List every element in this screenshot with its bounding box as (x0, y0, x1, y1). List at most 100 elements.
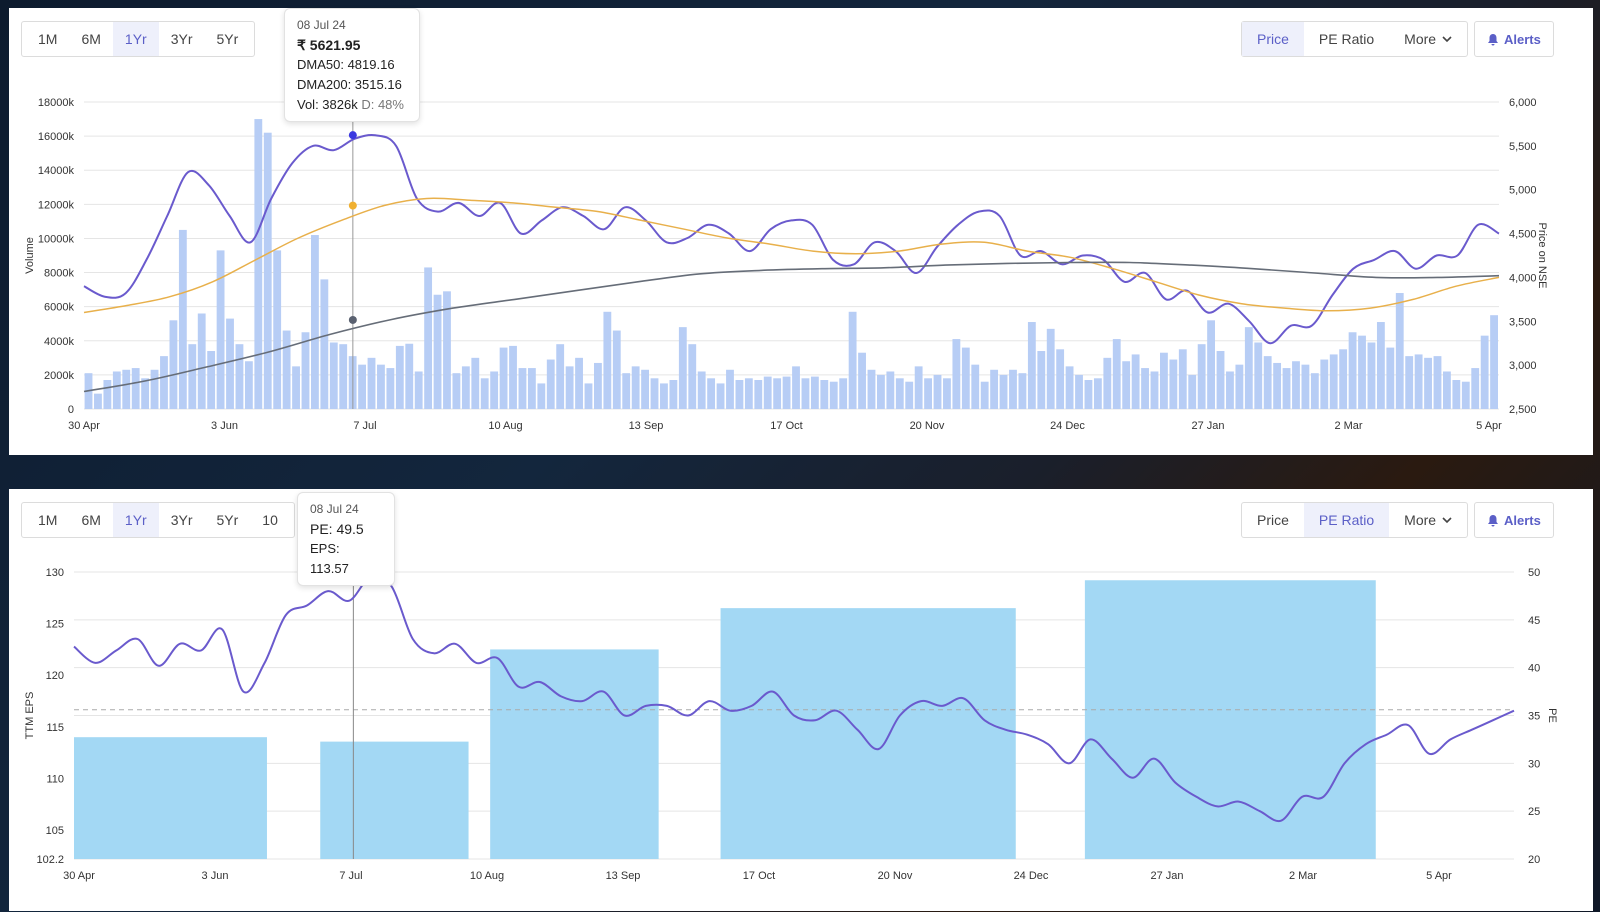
range-6m[interactable]: 6M (81, 512, 101, 528)
y-right-tick-label: 3,500 (1509, 316, 1537, 328)
pe-ratio-tab[interactable]: PE Ratio (1318, 31, 1375, 47)
volume-bar (1122, 361, 1131, 409)
eps-bar (320, 741, 469, 859)
price-tab[interactable]: Price (1242, 22, 1304, 56)
more-dropdown[interactable]: More (1389, 503, 1467, 537)
volume-bar (405, 343, 414, 409)
pe-chart[interactable]: 20 25 30 35 40 45 50 102.2 105 110 115 120 125 130 30 … (9, 489, 1593, 911)
alerts-label: Alerts (1504, 512, 1541, 528)
volume-bar (1367, 342, 1376, 409)
volume-bar (207, 351, 216, 409)
x-tick-label: 24 Dec (1050, 420, 1085, 432)
volume-bar (490, 371, 499, 409)
range-5yr[interactable]: 5Yr (216, 31, 239, 47)
volume-bar (339, 344, 348, 409)
volume-bar (707, 378, 716, 409)
volume-bar (1065, 366, 1074, 409)
y-left-tick-label: 8000k (44, 268, 74, 280)
volume-bar (1112, 339, 1121, 409)
range-5yr[interactable]: 5Yr (216, 512, 239, 528)
volume-bar (1150, 371, 1159, 409)
volume-bar (141, 378, 150, 409)
chevron-down-icon (1442, 517, 1452, 524)
volume-bar (395, 345, 404, 409)
pe-tooltip: 08 Jul 24 PE: 49.5 EPS: 113.57 (297, 492, 395, 586)
volume-bar (726, 369, 734, 409)
x-tick-label: 3 Jun (202, 870, 229, 882)
range-6m[interactable]: 6M (81, 31, 101, 47)
eps-bar (490, 649, 659, 859)
more-dropdown[interactable]: More (1389, 22, 1467, 56)
y-right-tick-label: 5,000 (1509, 185, 1537, 197)
volume-bar (839, 378, 848, 409)
volume-bar (471, 357, 480, 409)
volume-bar (386, 368, 395, 409)
volume-bar (801, 378, 810, 409)
volume-bar (763, 376, 772, 409)
volume-bar (999, 374, 1008, 409)
volume-bar (1348, 332, 1357, 409)
volume-bar (1037, 351, 1046, 409)
volume-bar (226, 318, 234, 409)
y-left-tick-label: 18000k (38, 97, 75, 109)
range-1yr[interactable]: 1Yr (112, 503, 159, 537)
bell-icon (1488, 33, 1498, 45)
volume-bar (1046, 328, 1055, 409)
volume-bar (678, 327, 687, 409)
x-tick-label: 5 Apr (1426, 870, 1452, 882)
hover-marker-price (348, 131, 357, 140)
volume-bar (1376, 322, 1385, 409)
volume-bar (414, 371, 423, 409)
y-right-tick-label: 45 (1528, 615, 1540, 627)
y-left-tick-label: 4000k (44, 336, 74, 348)
more-label: More (1404, 31, 1437, 47)
range-1yr[interactable]: 1Yr (112, 22, 159, 56)
volume-bar (1310, 373, 1319, 409)
volume-bar (235, 344, 244, 409)
price-tab[interactable]: Price (1257, 512, 1289, 528)
tooltip-date: 08 Jul 24 (310, 502, 359, 516)
volume-bar (358, 364, 366, 409)
volume-bar (527, 368, 536, 409)
volume-bar (603, 311, 612, 409)
range-1m[interactable]: 1M (38, 31, 58, 47)
price-chart[interactable]: 02000k4000k6000k8000k10000k12000k14000k1… (9, 8, 1593, 455)
alerts-button[interactable]: Alerts (1474, 502, 1554, 538)
y-right-tick-label: 20 (1528, 854, 1540, 866)
x-tick-label: 30 Apr (68, 420, 100, 432)
volume-bar (697, 371, 706, 409)
range-selector: 1M 6M 1Yr 3Yr 5Yr (21, 21, 256, 57)
volume-bar (952, 339, 961, 409)
y-right-tick-label: 2,500 (1509, 404, 1537, 416)
range-3yr[interactable]: 3Yr (170, 31, 193, 47)
range-10yr[interactable]: 10 (262, 512, 278, 528)
pe-ratio-tab[interactable]: PE Ratio (1303, 503, 1390, 537)
volume-bar (546, 359, 555, 409)
volume-bar (782, 376, 791, 409)
tooltip-date: 08 Jul 24 (297, 18, 346, 32)
y-left-tick-label: 130 (46, 567, 64, 579)
volume-bar (650, 378, 659, 409)
volume-bar (263, 132, 272, 409)
volume-bar (518, 368, 527, 409)
chart-mode-selector: Price PE Ratio More (1241, 21, 1469, 57)
volume-bar (848, 311, 857, 409)
y-left-tick-label: 10000k (38, 233, 75, 245)
volume-bar (1273, 362, 1282, 409)
pe-chart-panel: 1M 6M 1Yr 3Yr 5Yr 10 Price PE Ratio More… (9, 489, 1593, 911)
volume-bar (943, 378, 951, 409)
y-left-tick-label: 102.2 (36, 854, 64, 866)
volume-bar (858, 352, 866, 409)
volume-bar (273, 250, 282, 409)
range-1m[interactable]: 1M (38, 512, 58, 528)
series-price-line (83, 134, 1500, 345)
volume-bar (1178, 349, 1187, 409)
x-tick-label: 27 Jan (1191, 420, 1224, 432)
alerts-label: Alerts (1504, 31, 1541, 47)
y-left-tick-label: 2000k (44, 370, 74, 382)
range-3yr[interactable]: 3Yr (170, 512, 193, 528)
volume-bar (584, 383, 593, 409)
alerts-button[interactable]: Alerts (1474, 21, 1554, 57)
volume-bar (1103, 357, 1112, 409)
y-right-axis-label: Price on NSE (1536, 222, 1548, 288)
